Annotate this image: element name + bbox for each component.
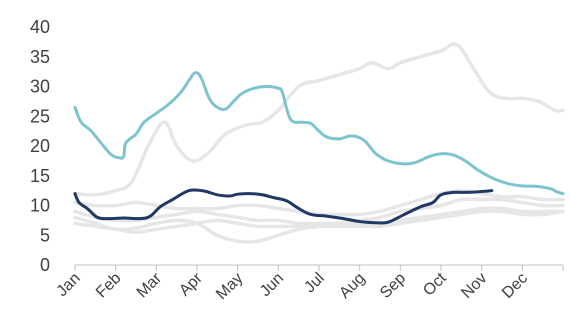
series-layer — [73, 42, 565, 244]
y-tick-label: 10 — [30, 196, 50, 216]
y-tick-label: 5 — [40, 225, 50, 245]
x-tick-label: Oct — [420, 269, 450, 299]
series-line-7 — [73, 188, 494, 225]
x-tick-label: Jul — [301, 270, 327, 296]
x-tick-label: Dec — [499, 270, 531, 302]
series-line-6 — [73, 71, 565, 196]
y-tick-label: 25 — [30, 106, 50, 126]
axis-layer — [74, 264, 564, 271]
series-line-3 — [73, 206, 565, 226]
y-tick-label: 40 — [30, 17, 50, 37]
x-tick-label: Jun — [257, 270, 287, 300]
y-tick-label: 30 — [30, 77, 50, 97]
series-line-1 — [73, 42, 565, 197]
x-tick-label: Sep — [377, 270, 409, 302]
y-tick-label: 0 — [40, 255, 50, 275]
y-tick-label: 20 — [30, 136, 50, 156]
x-tick-label: May — [213, 270, 246, 303]
x-tick-label: Jan — [54, 270, 84, 300]
x-tick-labels: Jan Feb Mar Apr May Jun Jul Aug Sep Oct Nov Dec — [54, 269, 532, 303]
series-line-5 — [73, 209, 565, 235]
x-tick-label: Nov — [458, 270, 490, 302]
x-tick-label: Mar — [134, 269, 166, 301]
x-tick-label: Apr — [176, 269, 206, 299]
y-tick-label: 15 — [30, 166, 50, 186]
y-tick-label: 35 — [30, 47, 50, 67]
x-tick-label: Feb — [93, 270, 125, 302]
x-tick-label: Aug — [336, 270, 368, 302]
y-tick-labels: 0 5 10 15 20 25 30 35 40 — [30, 17, 50, 275]
